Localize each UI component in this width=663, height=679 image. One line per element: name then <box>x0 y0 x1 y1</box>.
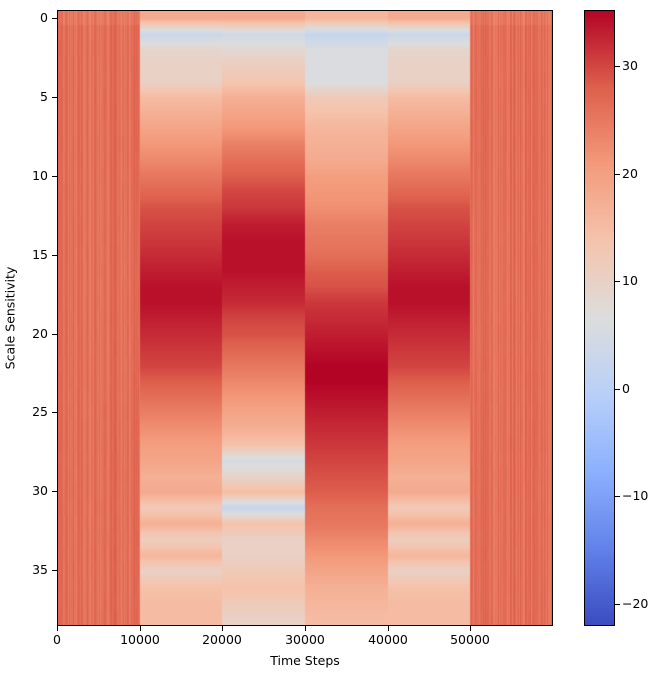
y-tick-label: 15 <box>32 247 48 262</box>
y-tick-label: 35 <box>32 562 48 577</box>
y-tick <box>52 176 57 177</box>
x-tick <box>57 626 58 631</box>
colorbar-tick <box>615 604 620 605</box>
x-tick <box>222 626 223 631</box>
x-tick-label: 50000 <box>450 632 490 647</box>
colorbar-tick-label: 30 <box>622 58 638 73</box>
colorbar-tick-label: 0 <box>622 381 630 396</box>
x-tick <box>140 626 141 631</box>
colorbar-tick <box>615 174 620 175</box>
y-tick <box>52 255 57 256</box>
x-tick-label: 10000 <box>120 632 160 647</box>
colorbar-tick <box>615 496 620 497</box>
colorbar-tick <box>615 66 620 67</box>
heatmap-plot <box>57 10 553 626</box>
y-tick <box>52 334 57 335</box>
x-tick <box>470 626 471 631</box>
x-tick-label: 30000 <box>285 632 325 647</box>
y-tick-label: 0 <box>40 10 48 25</box>
y-tick-label: 20 <box>32 326 48 341</box>
colorbar-tick-label: −10 <box>622 488 649 503</box>
y-tick-label: 25 <box>32 404 48 419</box>
y-tick <box>52 570 57 571</box>
colorbar-tick-label: −20 <box>622 596 649 611</box>
colorbar-tick-label: 10 <box>622 273 638 288</box>
x-tick <box>305 626 306 631</box>
colorbar <box>584 10 615 626</box>
x-axis-title: Time Steps <box>270 653 340 668</box>
y-axis-title: Scale Sensitivity <box>2 266 18 370</box>
y-tick <box>52 491 57 492</box>
x-tick <box>388 626 389 631</box>
colorbar-tick <box>615 281 620 282</box>
x-tick-label: 40000 <box>368 632 408 647</box>
x-tick-label: 0 <box>53 632 61 647</box>
colorbar-tick-label: 20 <box>622 166 638 181</box>
colorbar-tick <box>615 389 620 390</box>
y-tick <box>52 412 57 413</box>
y-tick-label: 30 <box>32 483 48 498</box>
x-tick-label: 20000 <box>202 632 242 647</box>
y-tick <box>52 18 57 19</box>
y-tick <box>52 97 57 98</box>
y-tick-label: 5 <box>40 89 48 104</box>
y-tick-label: 10 <box>32 168 48 183</box>
